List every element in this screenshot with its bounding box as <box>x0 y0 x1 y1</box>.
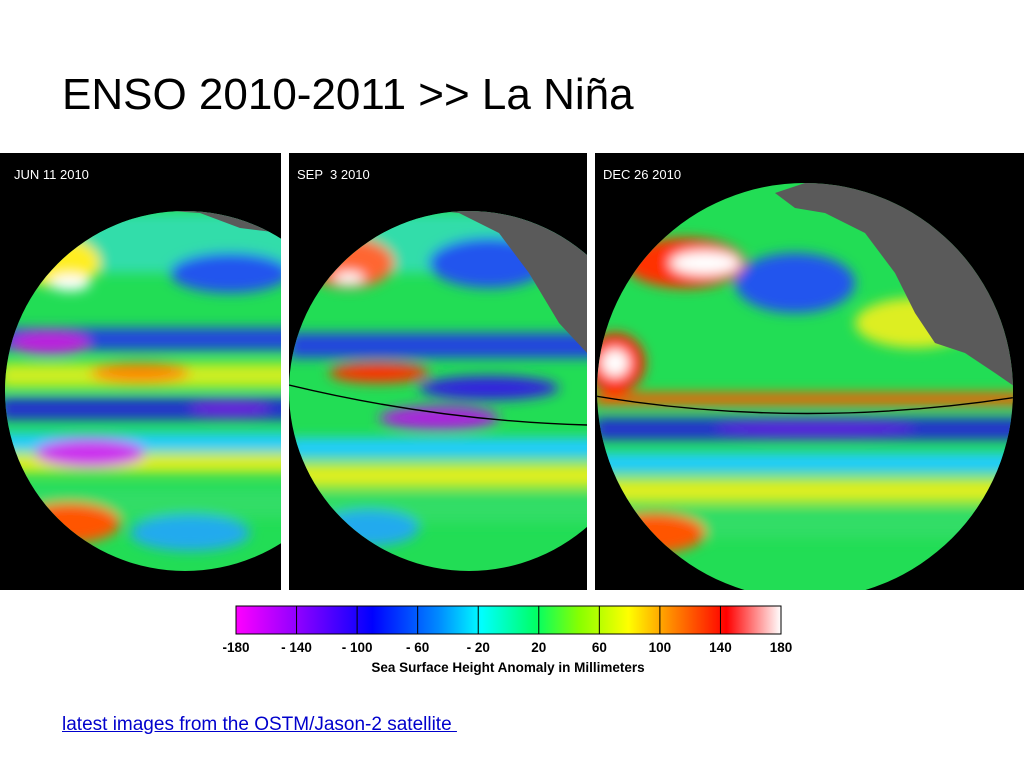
panel-date-label: SEP 3 2010 <box>297 167 370 182</box>
globe-panel-dec: DEC 26 2010 <box>595 153 1024 590</box>
globe-panel-sep: SEP 3 2010 <box>289 153 587 590</box>
jason-2-images-link[interactable]: latest images from the OSTM/Jason-2 sate… <box>62 714 457 735</box>
color-scale-tick-label: 140 <box>709 640 732 655</box>
sea-height-globe-image <box>289 211 587 571</box>
color-scale-tick-label: - 20 <box>467 640 490 655</box>
color-scale-label: Sea Surface Height Anomaly in Millimeter… <box>371 660 644 675</box>
sea-height-color-scale: -180 - 140 - 100 - 60 - 20 20 60 100 140 180 Sea … <box>222 605 792 675</box>
color-scale-tick-label: 60 <box>592 640 607 655</box>
color-scale-ticks: -180 - 140 - 100 - 60 - 20 20 60 100 140 180 <box>222 606 792 655</box>
sea-height-globe-image <box>5 211 281 571</box>
color-scale-tick-label: 20 <box>531 640 546 655</box>
color-scale-tick-label: - 100 <box>342 640 373 655</box>
color-scale-tick-label: - 60 <box>406 640 429 655</box>
panel-date-label: DEC 26 2010 <box>603 167 682 182</box>
sea-height-globe-image <box>597 183 1013 590</box>
color-scale-tick-label: -180 <box>222 640 249 655</box>
slide-title: ENSO 2010-2011 >> La Niña <box>62 70 634 119</box>
color-scale-tick-label: 100 <box>649 640 672 655</box>
globe-panel-jun: JUN 11 2010 <box>0 153 281 590</box>
panel-date-label: JUN 11 2010 <box>14 167 89 182</box>
color-scale-gradient <box>235 605 782 635</box>
color-scale-tick-label: 180 <box>770 640 793 655</box>
color-scale-tick-label: - 140 <box>281 640 312 655</box>
